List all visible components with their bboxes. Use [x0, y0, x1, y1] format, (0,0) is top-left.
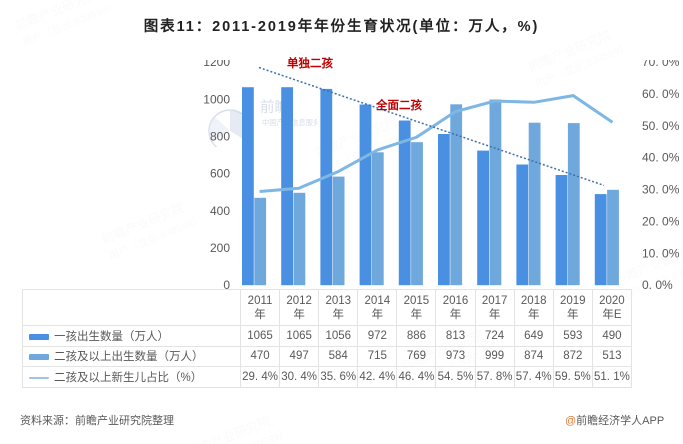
- svg-text:10. 0%: 10. 0%: [642, 246, 680, 260]
- svg-text:400: 400: [210, 204, 230, 218]
- svg-text:600: 600: [210, 167, 230, 181]
- svg-text:1000: 1000: [203, 92, 230, 106]
- svg-text:0. 0%: 0. 0%: [642, 278, 673, 290]
- svg-text:200: 200: [210, 241, 230, 255]
- svg-text:1200: 1200: [203, 60, 230, 69]
- svg-text:20. 0%: 20. 0%: [642, 215, 680, 229]
- svg-text:50. 0%: 50. 0%: [642, 119, 680, 133]
- svg-text:60. 0%: 60. 0%: [642, 87, 680, 101]
- svg-text:70. 0%: 70. 0%: [642, 60, 680, 69]
- svg-text:800: 800: [210, 130, 230, 144]
- svg-text:40. 0%: 40. 0%: [642, 151, 680, 165]
- svg-text:30. 0%: 30. 0%: [642, 183, 680, 197]
